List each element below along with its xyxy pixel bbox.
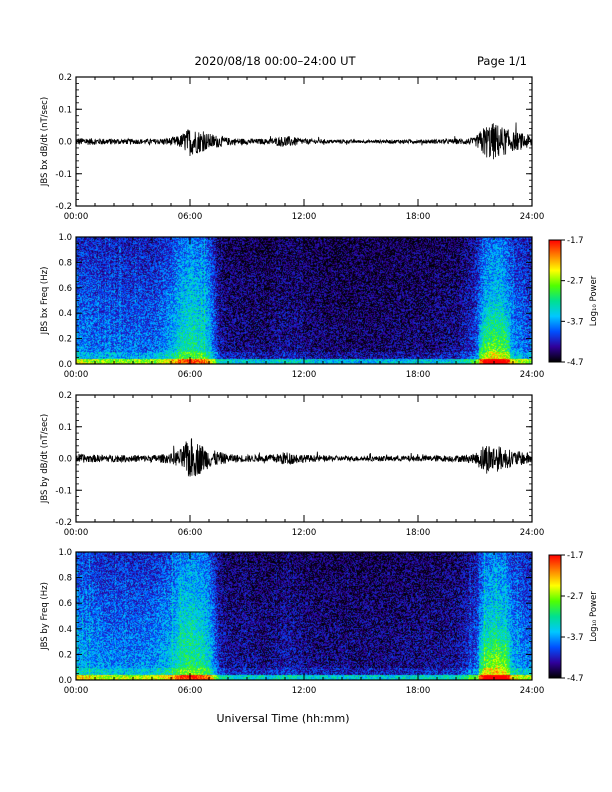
by-spectrogram-panel: 00:00 06:00 12:00 18:00 24:00 1.0 0.8 0.6 0.4 0.2… <box>40 548 544 696</box>
x-tick-label: 12:00 <box>292 528 317 538</box>
series-line <box>75 438 533 477</box>
x-tick-label: 18:00 <box>406 212 431 222</box>
x-tick-label: 00:00 <box>64 686 89 696</box>
x-tick-label: 06:00 <box>178 212 203 222</box>
y-tick-label: 0.0 <box>58 138 72 148</box>
colorbar-by: -1.7 -2.7 -3.7 -4.7 Log₁₀ Power <box>548 551 599 684</box>
bx-spectrogram-panel: 00:00 06:00 12:00 18:00 24:00 1.0 0.8 0.6 0.4 0.2… <box>40 233 544 380</box>
y-tick-label: 1.0 <box>58 548 72 558</box>
bx-dbdt-panel: 00:00 06:00 12:00 18:00 24:00 0.2 0.1 0.0 -0.1 -0… <box>40 73 544 222</box>
page-number: Page 1/1 <box>477 54 527 68</box>
x-tick-label: 18:00 <box>406 686 431 696</box>
colorbar-tick-label: -3.7 <box>567 633 584 643</box>
colorbar-tick-label: -2.7 <box>567 592 584 602</box>
colorbar-tick-label: -3.7 <box>567 317 584 327</box>
x-tick-label: 24:00 <box>520 212 545 222</box>
y-axis-label: JBS bx Freq (Hz) <box>40 267 50 336</box>
colorbar-label: Log₁₀ Power <box>589 275 599 326</box>
colorbar-tick-label: -1.7 <box>567 236 584 246</box>
colorbar-bx: -1.7 -2.7 -3.7 -4.7 Log₁₀ Power <box>548 236 599 368</box>
y-tick-label: 0.2 <box>58 335 72 345</box>
y-tick-label: 0.0 <box>58 676 72 686</box>
x-tick-label: 18:00 <box>406 370 431 380</box>
x-tick-label: 18:00 <box>406 528 431 538</box>
x-tick-label: 12:00 <box>292 212 317 222</box>
x-tick-label: 00:00 <box>64 212 89 222</box>
y-tick-label: 0.2 <box>58 73 72 83</box>
y-tick-label: -0.2 <box>55 202 72 212</box>
spectrogram-image <box>76 237 532 364</box>
x-axis-label: Universal Time (hh:mm) <box>217 712 350 725</box>
y-tick-label: 0.8 <box>58 574 72 584</box>
y-tick-label: 0.4 <box>58 309 72 319</box>
x-tick-label: 06:00 <box>178 686 203 696</box>
colorbar-tick-label: -1.7 <box>567 551 584 561</box>
y-tick-label: 0.4 <box>58 625 72 635</box>
y-tick-label: 0.0 <box>58 360 72 370</box>
by-dbdt-panel: 00:00 06:00 12:00 18:00 24:00 0.2 0.1 0.0 -0.1 -0… <box>40 391 544 538</box>
colorbar-scale <box>548 554 562 679</box>
y-axis-label: JBS by Freq (Hz) <box>40 582 50 651</box>
y-axis-label: JBS bx dB/dt (nT/sec) <box>40 97 50 187</box>
y-tick-label: 0.2 <box>58 650 72 660</box>
x-tick-label: 06:00 <box>178 528 203 538</box>
y-tick-label: 0.8 <box>58 258 72 268</box>
x-tick-label: 06:00 <box>178 370 203 380</box>
x-tick-label: 00:00 <box>64 528 89 538</box>
colorbar-tick-label: -4.7 <box>567 358 584 368</box>
colorbar-label: Log₁₀ Power <box>589 591 599 642</box>
x-tick-label: 12:00 <box>292 686 317 696</box>
series-line <box>75 122 533 160</box>
page-title: 2020/08/18 00:00–24:00 UT <box>194 54 356 68</box>
y-tick-label: 0.1 <box>58 423 72 433</box>
y-tick-label: 0.2 <box>58 391 72 401</box>
x-tick-label: 24:00 <box>520 370 545 380</box>
y-tick-label: -0.1 <box>55 170 72 180</box>
spectrogram-image <box>76 552 532 680</box>
colorbar-scale <box>548 239 562 363</box>
y-tick-label: -0.2 <box>55 518 72 528</box>
x-tick-label: 24:00 <box>520 686 545 696</box>
y-tick-label: 1.0 <box>58 233 72 243</box>
y-tick-label: -0.1 <box>55 486 72 496</box>
x-tick-label: 00:00 <box>64 370 89 380</box>
x-tick-label: 24:00 <box>520 528 545 538</box>
y-tick-label: 0.0 <box>58 455 72 465</box>
y-tick-label: 0.6 <box>58 599 72 609</box>
x-tick-label: 12:00 <box>292 370 317 380</box>
y-axis-label: JBS by dB/dt (nT/sec) <box>40 414 50 504</box>
y-tick-label: 0.1 <box>58 105 72 115</box>
colorbar-tick-label: -4.7 <box>567 674 584 684</box>
colorbar-tick-label: -2.7 <box>567 277 584 287</box>
y-tick-label: 0.6 <box>58 284 72 294</box>
